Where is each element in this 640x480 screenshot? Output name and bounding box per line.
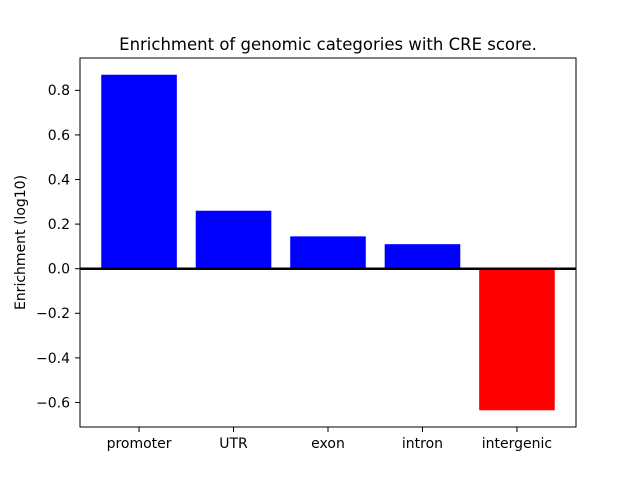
x-tick-label-intron: intron (402, 436, 443, 452)
bar-promoter (101, 74, 177, 269)
y-tick-label: 0.4 (48, 172, 70, 188)
y-tick-label: 0.0 (48, 262, 70, 278)
bar-intron (384, 244, 461, 269)
y-axis-label: Enrichment (log10) (13, 175, 29, 310)
x-tick-label-promoter: promoter (107, 436, 172, 452)
y-tick-label: 0.2 (48, 217, 70, 233)
y-tick-label: −0.4 (36, 351, 70, 367)
bar-UTR (195, 210, 272, 269)
y-tick-label: 0.8 (48, 83, 70, 99)
x-tick-label-UTR: UTR (219, 436, 248, 452)
bar-intergenic (479, 268, 555, 411)
y-tick-label: 0.6 (48, 128, 70, 144)
bar-exon (290, 236, 366, 269)
y-tick-label: −0.6 (36, 395, 70, 411)
x-tick-label-intergenic: intergenic (482, 436, 552, 452)
x-tick-label-exon: exon (311, 436, 345, 452)
y-tick-label: −0.2 (36, 306, 70, 322)
chart-title: Enrichment of genomic categories with CR… (119, 35, 537, 54)
